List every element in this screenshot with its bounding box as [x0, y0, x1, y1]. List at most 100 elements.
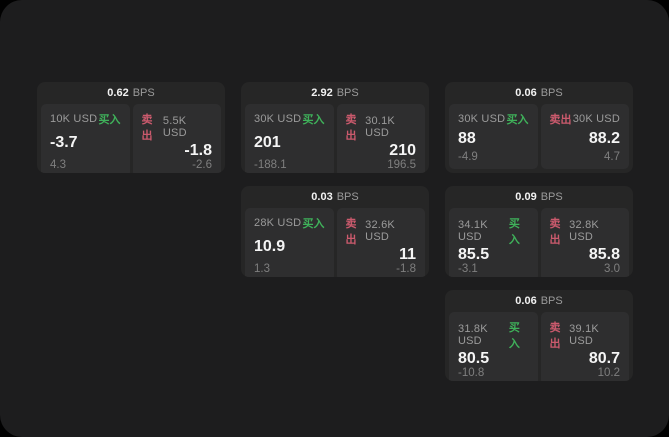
buy-label: 买入 — [302, 218, 325, 230]
card-body: 30K USD 买入 88 -4.9 卖出 30K USD 88.2 4.7 — [445, 104, 633, 173]
sell-header-row: 卖出 32.8K USD — [550, 215, 621, 247]
buy-delta: 1.3 — [254, 263, 270, 275]
buy-amount: 10K USD — [50, 113, 98, 125]
card-header: 0.62 BPS — [37, 82, 225, 104]
buy-price: 201 — [254, 134, 281, 151]
sell-header-row: 卖出 30.1K USD — [346, 111, 417, 143]
card-body: 30K USD 买入 201 -188.1 卖出 30.1K USD 210 1… — [241, 104, 429, 173]
sell-amount: 32.6K USD — [365, 219, 395, 243]
sell-price: 85.8 — [588, 246, 620, 263]
sell-delta: -1.8 — [396, 263, 416, 275]
buy-panel[interactable]: 28K USD 买入 10.9 1.3 — [245, 208, 334, 277]
buy-amount: 30K USD — [254, 113, 302, 125]
buy-header-row: 30K USD 买入 — [254, 111, 325, 127]
sell-panel[interactable]: 卖出 32.6K USD 11 -1.8 — [336, 208, 425, 277]
sell-delta: 10.2 — [597, 367, 620, 379]
buy-amount: 30K USD — [458, 113, 506, 125]
quote-card: 0.03 BPS 28K USD 买入 10.9 1.3 卖出 32.6K US… — [241, 186, 429, 277]
quote-card: 0.62 BPS 10K USD 买入 -3.7 4.3 卖出 5.5K USD… — [37, 82, 225, 173]
card-header: 0.06 BPS — [445, 82, 633, 104]
sell-price: -1.8 — [184, 142, 212, 159]
card-body: 34.1K USD 买入 85.5 -3.1 卖出 32.8K USD 85.8… — [445, 208, 633, 277]
card-body: 10K USD 买入 -3.7 4.3 卖出 5.5K USD -1.8 -2.… — [37, 104, 225, 173]
bps-unit-label: BPS — [540, 191, 563, 203]
card-body: 28K USD 买入 10.9 1.3 卖出 32.6K USD 11 -1.8 — [241, 208, 429, 277]
sell-amount: 32.8K USD — [569, 219, 599, 243]
sell-header-row: 卖出 32.6K USD — [346, 215, 417, 247]
buy-price: 10.9 — [254, 238, 286, 255]
buy-price: 85.5 — [458, 246, 490, 263]
bps-unit-label: BPS — [336, 191, 359, 203]
bps-value: 0.06 — [515, 295, 537, 307]
bps-unit-label: BPS — [540, 87, 563, 99]
buy-delta: -10.8 — [458, 367, 485, 379]
buy-panel[interactable]: 34.1K USD 买入 85.5 -3.1 — [449, 208, 538, 277]
buy-panel[interactable]: 30K USD 买入 201 -188.1 — [245, 104, 334, 173]
sell-label: 卖出 — [549, 218, 561, 246]
buy-label: 买入 — [508, 322, 520, 350]
buy-amount: 34.1K USD — [458, 219, 488, 243]
buy-panel[interactable]: 10K USD 买入 -3.7 4.3 — [41, 104, 130, 173]
bps-value: 0.03 — [311, 191, 333, 203]
buy-label: 买入 — [98, 114, 121, 126]
sell-price: 88.2 — [588, 130, 620, 147]
sell-amount: 30K USD — [572, 113, 620, 125]
card-header: 0.03 BPS — [241, 186, 429, 208]
buy-amount: 28K USD — [254, 217, 302, 229]
buy-price: 88 — [458, 130, 476, 147]
buy-panel[interactable]: 31.8K USD 买入 80.5 -10.8 — [449, 312, 538, 381]
quote-cards-grid: 0.62 BPS 10K USD 买入 -3.7 4.3 卖出 5.5K USD… — [37, 82, 633, 381]
sell-delta: 196.5 — [387, 159, 416, 171]
bps-value: 0.62 — [107, 87, 129, 99]
card-body: 31.8K USD 买入 80.5 -10.8 卖出 39.1K USD 80.… — [445, 312, 633, 381]
buy-header-row: 28K USD 买入 — [254, 215, 325, 231]
sell-delta: 3.0 — [604, 263, 620, 275]
sell-panel[interactable]: 卖出 30.1K USD 210 196.5 — [336, 104, 425, 173]
bps-value: 0.09 — [515, 191, 537, 203]
buy-delta: -3.1 — [458, 263, 478, 275]
buy-label: 买入 — [302, 114, 325, 126]
buy-label: 买入 — [506, 114, 529, 126]
sell-header-row: 卖出 39.1K USD — [550, 319, 621, 351]
bps-unit-label: BPS — [132, 87, 155, 99]
sell-amount: 5.5K USD — [162, 115, 187, 139]
quote-card: 2.92 BPS 30K USD 买入 201 -188.1 卖出 30.1K … — [241, 82, 429, 173]
sell-label: 卖出 — [345, 114, 357, 142]
bps-unit-label: BPS — [336, 87, 359, 99]
sell-panel[interactable]: 卖出 30K USD 88.2 4.7 — [540, 104, 629, 169]
buy-header-row: 10K USD 买入 — [50, 111, 121, 127]
quote-card: 0.06 BPS 31.8K USD 买入 80.5 -10.8 卖出 39.1… — [445, 290, 633, 381]
sell-label: 卖出 — [549, 114, 572, 126]
bps-value: 2.92 — [311, 87, 333, 99]
buy-panel[interactable]: 30K USD 买入 88 -4.9 — [449, 104, 538, 169]
sell-price: 11 — [399, 246, 416, 263]
sell-label: 卖出 — [345, 218, 357, 246]
sell-panel[interactable]: 卖出 32.8K USD 85.8 3.0 — [540, 208, 629, 277]
sell-panel[interactable]: 卖出 5.5K USD -1.8 -2.6 — [132, 104, 221, 173]
card-header: 2.92 BPS — [241, 82, 429, 104]
sell-price: 80.7 — [588, 350, 620, 367]
sell-delta: 4.7 — [604, 151, 620, 163]
buy-delta: -4.9 — [458, 151, 478, 163]
buy-header-row: 34.1K USD 买入 — [458, 215, 529, 247]
sell-amount: 39.1K USD — [569, 323, 599, 347]
buy-header-row: 31.8K USD 买入 — [458, 319, 529, 351]
sell-price: 210 — [389, 142, 416, 159]
sell-header-row: 卖出 30K USD — [550, 111, 621, 127]
card-header: 0.06 BPS — [445, 290, 633, 312]
quote-card: 0.09 BPS 34.1K USD 买入 85.5 -3.1 卖出 32.8K… — [445, 186, 633, 277]
sell-amount: 30.1K USD — [365, 115, 395, 139]
card-header: 0.09 BPS — [445, 186, 633, 208]
buy-amount: 31.8K USD — [458, 323, 488, 347]
sell-header-row: 卖出 5.5K USD — [142, 111, 213, 143]
bps-value: 0.06 — [515, 87, 537, 99]
sell-panel[interactable]: 卖出 39.1K USD 80.7 10.2 — [540, 312, 629, 381]
buy-delta: -188.1 — [254, 159, 287, 171]
buy-delta: 4.3 — [50, 159, 66, 171]
quote-card: 0.06 BPS 30K USD 买入 88 -4.9 卖出 30K USD 8… — [445, 82, 633, 173]
buy-price: -3.7 — [50, 134, 78, 151]
sell-label: 卖出 — [141, 114, 153, 142]
buy-header-row: 30K USD 买入 — [458, 111, 529, 127]
